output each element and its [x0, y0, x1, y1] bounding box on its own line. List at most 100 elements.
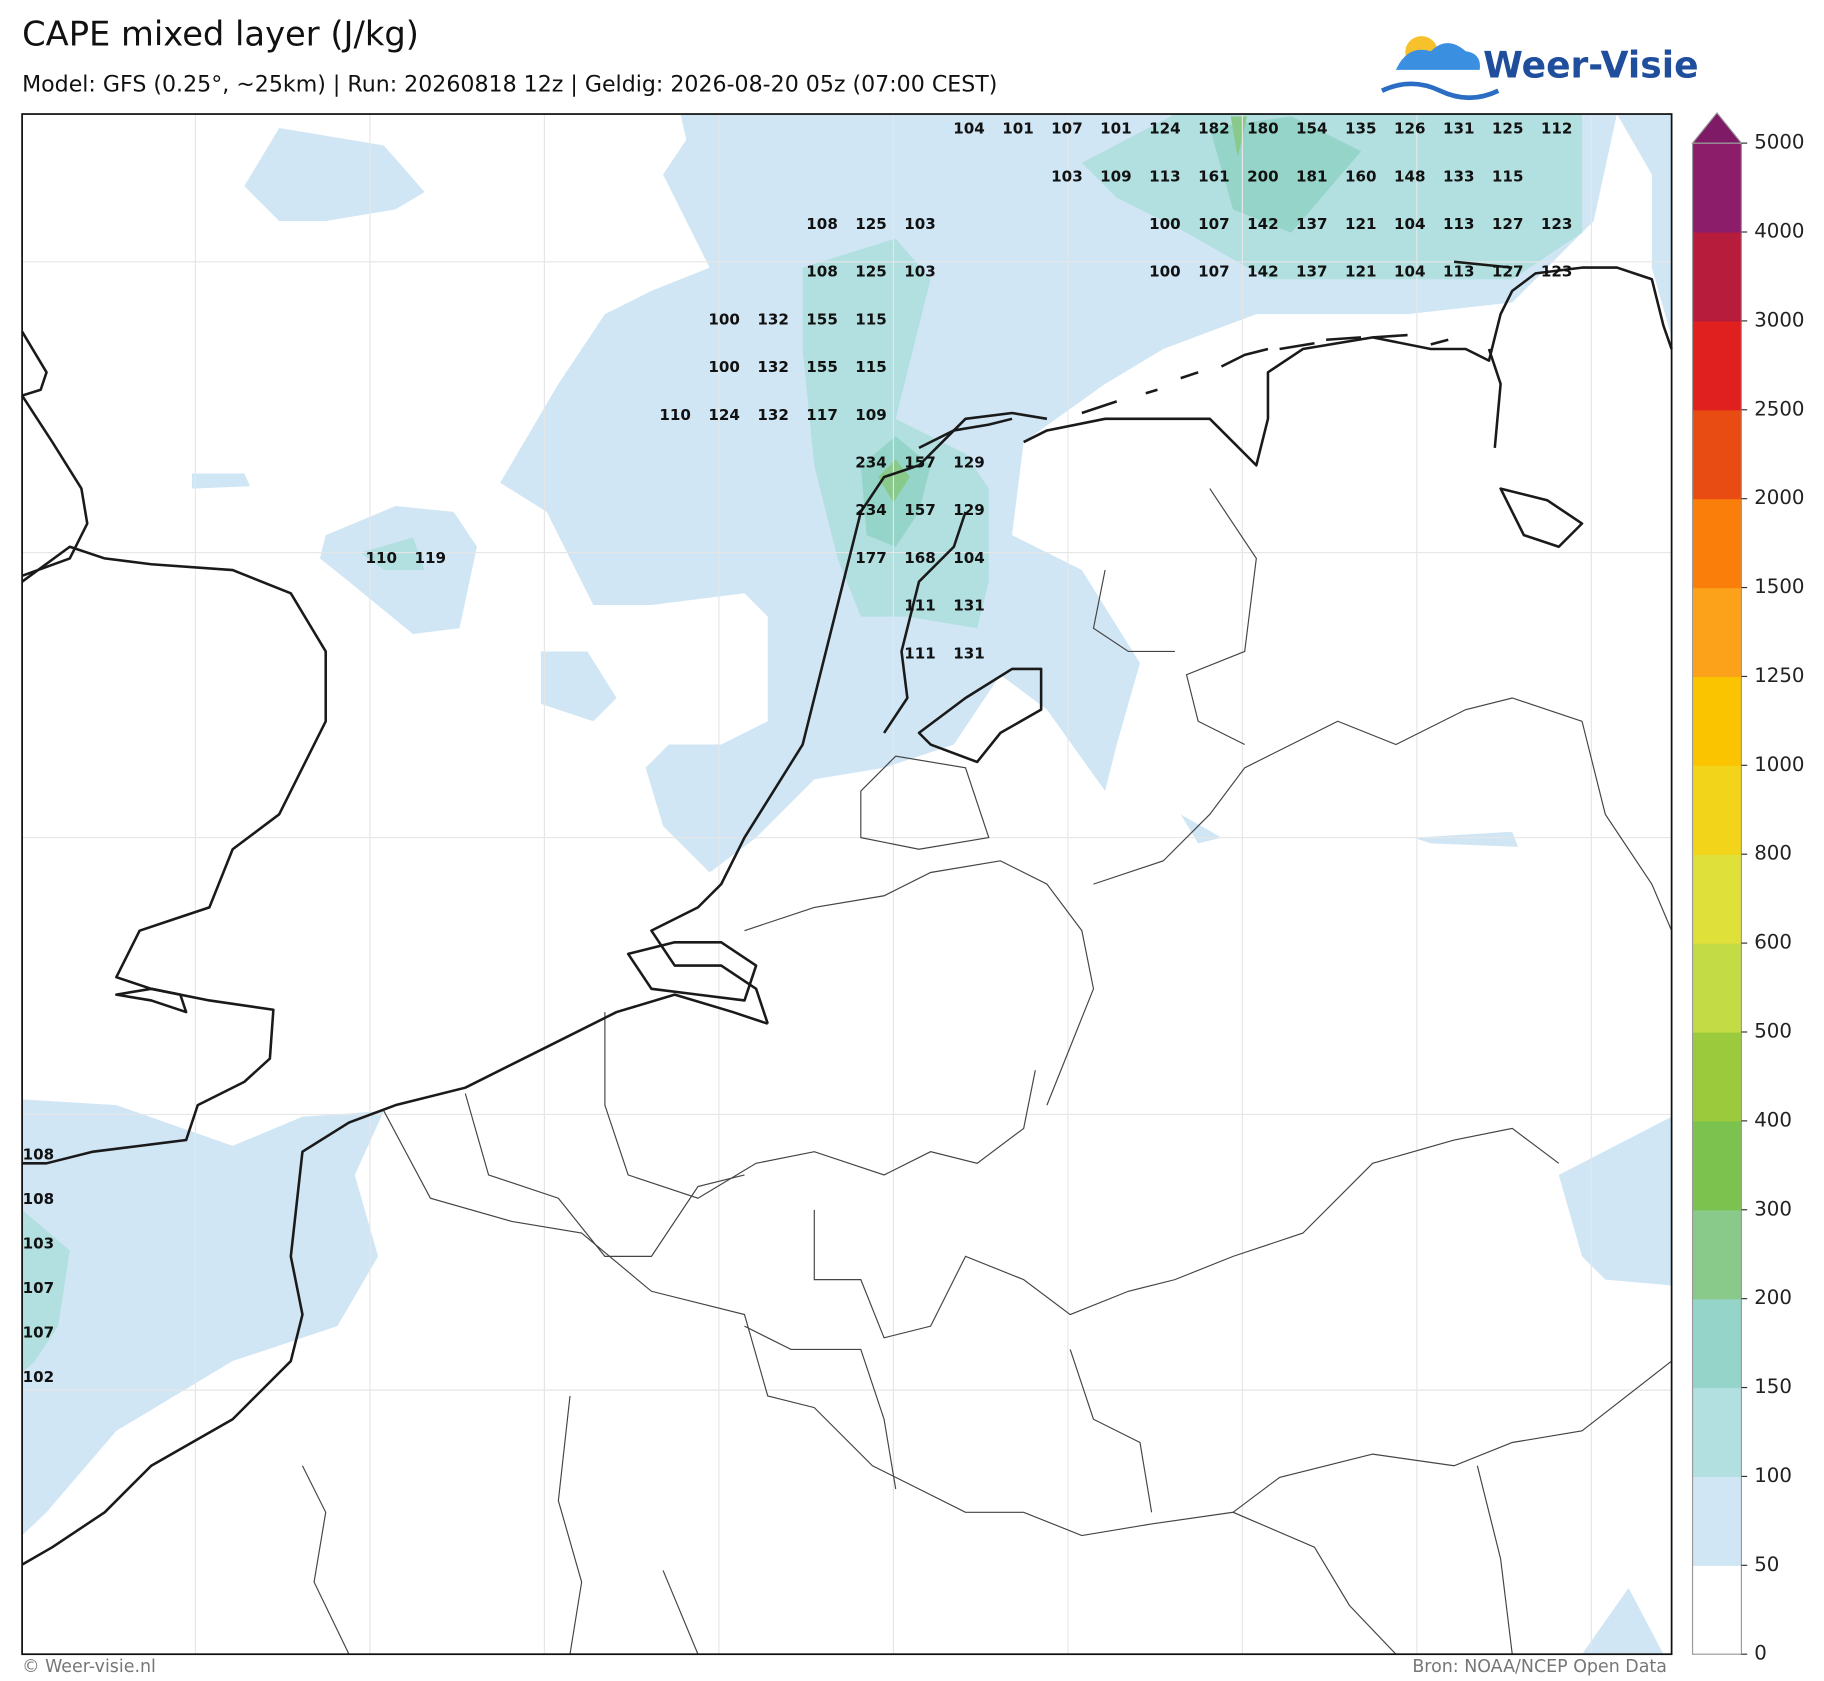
cape-value-label: 160	[1345, 167, 1377, 185]
cape-value-label: 129	[953, 454, 985, 472]
cape-value-labels: 104 101 107 101 124 182 180 154 135 126 131 125 112 1…	[23, 120, 1573, 1386]
cape-value-label: 101	[1100, 120, 1132, 138]
colorbar-band	[1692, 1209, 1742, 1300]
cape-value-label: 124	[708, 406, 740, 424]
cape-value-label: 133	[1443, 167, 1475, 185]
colorbar-band	[1692, 676, 1742, 766]
map: 104 101 107 101 124 182 180 154 135 126 131 125 112 1…	[21, 113, 1673, 1656]
cape-value-label: 107	[23, 1279, 55, 1297]
cape-value-label: 154	[1296, 120, 1328, 138]
colorbar-band	[1692, 1298, 1742, 1389]
cape-value-label: 108	[806, 215, 838, 233]
cape-value-label: 155	[806, 310, 838, 328]
colorbar-tick-label: 600	[1754, 931, 1792, 954]
colorbar-tick-label: 800	[1754, 842, 1792, 865]
colorbar-tick-label: 1000	[1754, 753, 1804, 776]
colorbar-frame	[1691, 142, 1742, 1655]
colorbar-tick-label: 150	[1754, 1375, 1792, 1398]
cape-value-label: 103	[23, 1235, 55, 1253]
cape-value-label: 177	[855, 549, 887, 567]
colorbar-tick-label: 50	[1754, 1553, 1779, 1576]
cape-value-label: 102	[23, 1368, 55, 1386]
cape-value-label: 124	[1149, 120, 1181, 138]
colorbar-tick-label: 100	[1754, 1464, 1792, 1487]
coastline	[21, 260, 1673, 1566]
cape-value-label: 104	[953, 120, 985, 138]
cape-value-label: 127	[1492, 215, 1524, 233]
colorbar-band	[1692, 143, 1742, 233]
cape-value-label: 108	[23, 1146, 55, 1164]
cape-value-label: 103	[904, 263, 936, 281]
cape-value-label: 157	[904, 454, 936, 472]
cape-value-label: 113	[1443, 263, 1475, 281]
colorbar-band	[1692, 232, 1742, 322]
cape-value-label: 104	[1394, 215, 1426, 233]
cape-value-label: 155	[806, 358, 838, 376]
cape-value-label: 127	[1492, 263, 1524, 281]
colorbar-tick-label: 1250	[1754, 664, 1804, 687]
cape-value-label: 200	[1247, 167, 1279, 185]
cape-value-label: 107	[1198, 263, 1230, 281]
cape-value-label: 125	[855, 263, 887, 281]
cape-value-label: 181	[1296, 167, 1328, 185]
cape-value-label: 107	[1051, 120, 1083, 138]
colorbar: 0 50 100 150 200 300 400 500 600 800 1000 1250 1500 2…	[1691, 111, 1805, 1665]
colorbar-band	[1692, 854, 1742, 944]
cape-value-label: 234	[855, 454, 887, 472]
cape-value-label: 117	[806, 406, 838, 424]
cape-area	[1558, 1116, 1672, 1286]
logo-cloud	[1395, 43, 1480, 70]
cape-value-label: 180	[1247, 120, 1279, 138]
cape-value-label: 123	[1541, 215, 1573, 233]
cape-value-label: 100	[708, 310, 740, 328]
cape-value-label: 101	[1002, 120, 1034, 138]
cape-value-label: 148	[1394, 167, 1426, 185]
cape-area	[22, 1209, 70, 1373]
logo: Weer-Visie	[1380, 36, 1699, 101]
cape-value-label: 135	[1345, 120, 1377, 138]
cape-value-label: 131	[1443, 120, 1475, 138]
cape-value-label: 110	[659, 406, 691, 424]
cape-value-label: 100	[708, 358, 740, 376]
colorbar-tick-label: 2000	[1754, 486, 1804, 509]
colorbar-band	[1692, 765, 1742, 855]
cape-value-label: 115	[1492, 167, 1524, 185]
cape-value-label: 103	[904, 215, 936, 233]
cape-value-label: 109	[1100, 167, 1132, 185]
cape-value-label: 115	[855, 310, 887, 328]
cape-value-label: 113	[1443, 215, 1475, 233]
cape-value-label: 168	[904, 549, 936, 567]
cape-value-label: 111	[904, 644, 936, 662]
cape-area	[1413, 831, 1519, 847]
cape-value-label: 107	[23, 1323, 55, 1341]
subtitle: Model: GFS (0.25°, ~25km) | Run: 2026081…	[22, 71, 997, 97]
colorbar-tick-label: 5000	[1754, 131, 1804, 154]
cape-value-label: 131	[953, 644, 985, 662]
cape-area	[22, 1099, 384, 1536]
cape-value-label: 107	[1198, 215, 1230, 233]
cape-value-label: 125	[1492, 120, 1524, 138]
cape-value-label: 161	[1198, 167, 1230, 185]
cape-value-label: 108	[23, 1190, 55, 1208]
cape-value-label: 182	[1198, 120, 1230, 138]
colorbar-tick-label: 4000	[1754, 220, 1804, 243]
cape-area	[1582, 1587, 1664, 1655]
graticule	[22, 114, 1672, 1655]
cape-value-label: 100	[1149, 215, 1181, 233]
colorbar-band	[1692, 1565, 1742, 1655]
borders	[301, 488, 1673, 1655]
cape-value-label: 111	[904, 597, 936, 615]
cape-value-label: 125	[855, 215, 887, 233]
cape-value-label: 104	[1394, 263, 1426, 281]
cape-value-label: 142	[1247, 263, 1279, 281]
colorbar-band	[1692, 320, 1742, 411]
colorbar-tick-label: 2500	[1754, 397, 1804, 420]
cape-area	[802, 238, 989, 629]
cape-value-label: 121	[1345, 263, 1377, 281]
cape-area	[191, 473, 251, 489]
colorbar-band	[1692, 943, 1742, 1033]
cape-value-label: 137	[1296, 215, 1328, 233]
cape-value-label: 108	[806, 263, 838, 281]
